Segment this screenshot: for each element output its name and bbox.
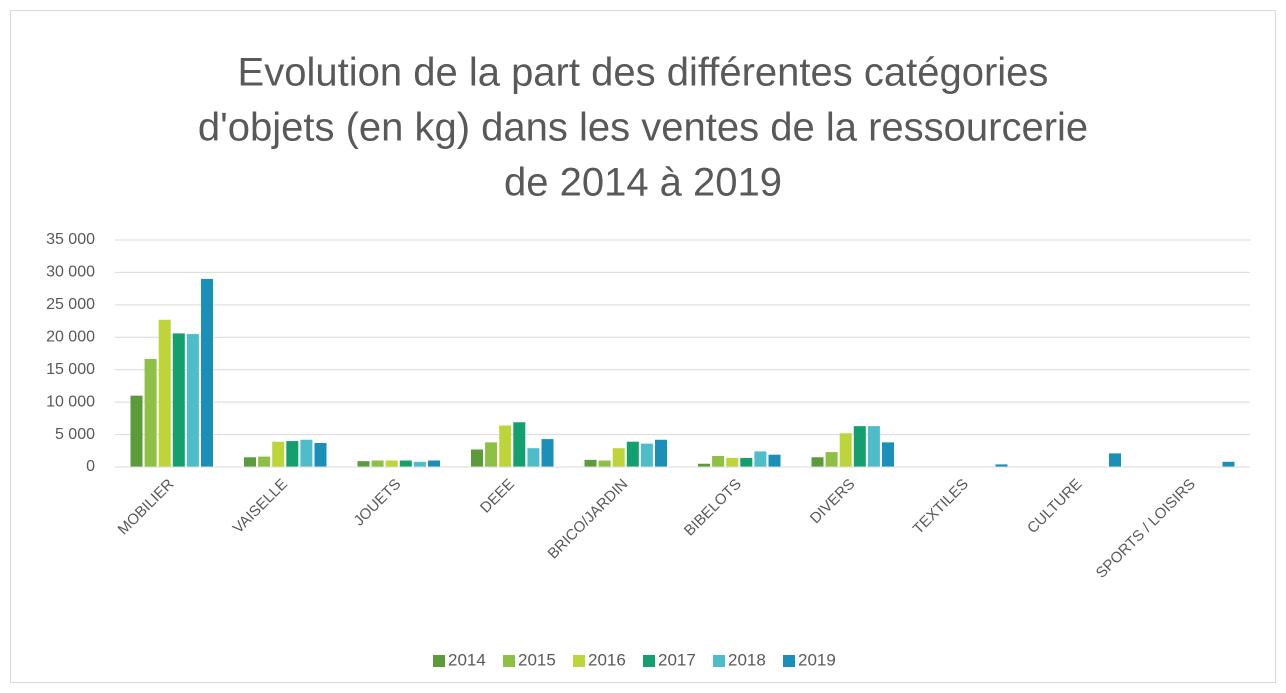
legend-swatch [503,655,515,667]
bar [471,449,483,467]
y-tick-label: 35 000 [46,231,95,248]
y-tick-label: 5 000 [55,426,95,443]
bar [385,460,398,467]
bar [413,461,426,467]
chart-title: d'objets (en kg) dans les ventes de la r… [198,106,1088,150]
bar [598,460,611,467]
y-tick-label: 20 000 [46,329,95,346]
bar [186,334,199,467]
legend-label: 2016 [588,650,626,669]
y-tick-label: 0 [86,458,95,475]
bar [867,426,880,467]
bar [839,433,852,467]
bar [740,457,753,467]
y-tick-label: 10 000 [46,393,95,410]
bar [272,441,285,467]
legend-label: 2015 [518,650,556,669]
bar [825,452,838,467]
bar [172,333,185,467]
chart-border [10,10,1276,683]
bar [357,461,370,467]
legend-swatch [783,655,795,667]
bar [1109,453,1121,467]
bar [201,278,213,467]
legend-label: 2014 [448,650,486,669]
bar [130,395,143,467]
bar [612,448,625,467]
bar [244,457,256,467]
chart-title: Evolution de la part des différentes cat… [238,51,1049,95]
bar [428,460,440,467]
bar [399,460,412,467]
bar [513,422,526,467]
bar [626,441,639,467]
bar [698,463,710,467]
legend-label: 2018 [728,650,766,669]
y-tick-label: 25 000 [46,296,95,313]
bar [811,457,824,467]
bar [314,443,327,467]
bar [286,441,299,467]
bar [300,439,313,467]
bar [371,460,384,467]
bar [144,359,157,467]
bar [995,464,1008,467]
legend-swatch [433,655,445,667]
bar [158,319,171,467]
bar [527,448,540,467]
bar [768,454,781,467]
bar [754,451,767,467]
y-tick-label: 15 000 [46,361,95,378]
legend-label: 2019 [798,650,836,669]
bar [485,442,498,467]
chart-title: de 2014 à 2019 [504,161,782,205]
bar [712,455,725,467]
bar [499,425,512,467]
legend-swatch [713,655,725,667]
legend-label: 2017 [658,650,696,669]
bar [655,439,667,467]
y-tick-label: 30 000 [46,264,95,281]
legend-swatch [573,655,585,667]
bar [640,443,653,467]
bar [853,426,866,467]
bar [584,459,597,467]
bar [882,442,894,467]
legend-swatch [643,655,655,667]
bar [1222,461,1235,467]
bar [726,457,739,467]
bar [258,456,271,467]
bar [541,439,554,467]
